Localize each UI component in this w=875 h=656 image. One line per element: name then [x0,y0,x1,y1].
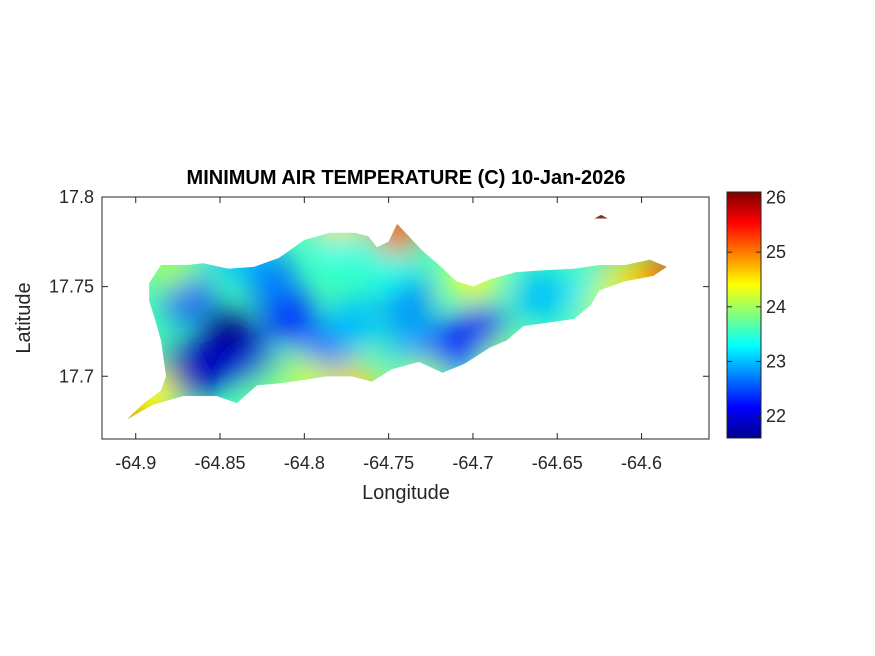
temperature-sample-29 [581,282,634,335]
temperature-sample-31 [244,368,297,420]
temperature-sample-16 [362,242,415,295]
x-tick-label: -64.8 [284,453,325,473]
x-axis-label: Longitude [362,482,450,504]
y-axis-ticks: 17.7 17.75 17.8 [49,187,709,386]
x-tick-label: -64.85 [195,453,246,473]
temperature-sample-26 [396,355,449,408]
y-tick-label: 17.7 [59,366,94,386]
y-tick-label: 17.75 [49,277,94,297]
chart-title: MINIMUM AIR TEMPERATURE (C) 10-Jan-2026 [187,167,626,189]
temperature-sample-12 [421,323,474,376]
colorbar-tick-label: 22 [766,406,786,426]
colorbar-tick-label: 24 [766,297,786,317]
y-tick-label: 17.8 [59,187,94,207]
temperature-sample-27 [143,239,196,292]
x-tick-label: -64.7 [452,453,493,473]
colorbar-tick-label: 23 [766,351,786,371]
temperature-sample-8 [328,296,381,349]
y-axis-label: Latitude [13,282,35,353]
temperature-sample-24 [328,362,381,415]
temperature-sample-6 [244,251,297,304]
temperature-sample-28 [480,335,533,388]
x-tick-label: -64.65 [532,453,583,473]
temperature-sample-30 [446,249,499,302]
temperature-sample-2 [177,341,230,394]
plot-axes-box [101,196,710,440]
colorbar-tick-label: 25 [766,242,786,262]
x-tick-label: -64.9 [115,453,156,473]
colorbar-ticks: 22 23 24 25 26 [727,187,786,426]
temperature-sample-20 [371,214,424,254]
colorbar [726,191,762,439]
temperature-sample-13 [514,269,567,322]
temperature-sample-17 [210,224,263,277]
temperature-sample-19 [127,368,179,420]
colorbar-tick-label: 26 [766,187,786,207]
x-tick-label: -64.75 [363,453,414,473]
temperature-field [127,214,667,420]
x-axis-ticks: -64.9 -64.85 -64.8 -64.75 -64.7 -64.65 -64.6 [115,197,662,473]
x-tick-label: -64.6 [621,453,662,473]
temperature-sample-15 [312,215,365,268]
temperature-sample-32 [575,214,628,245]
temperature-blobs [127,214,667,420]
